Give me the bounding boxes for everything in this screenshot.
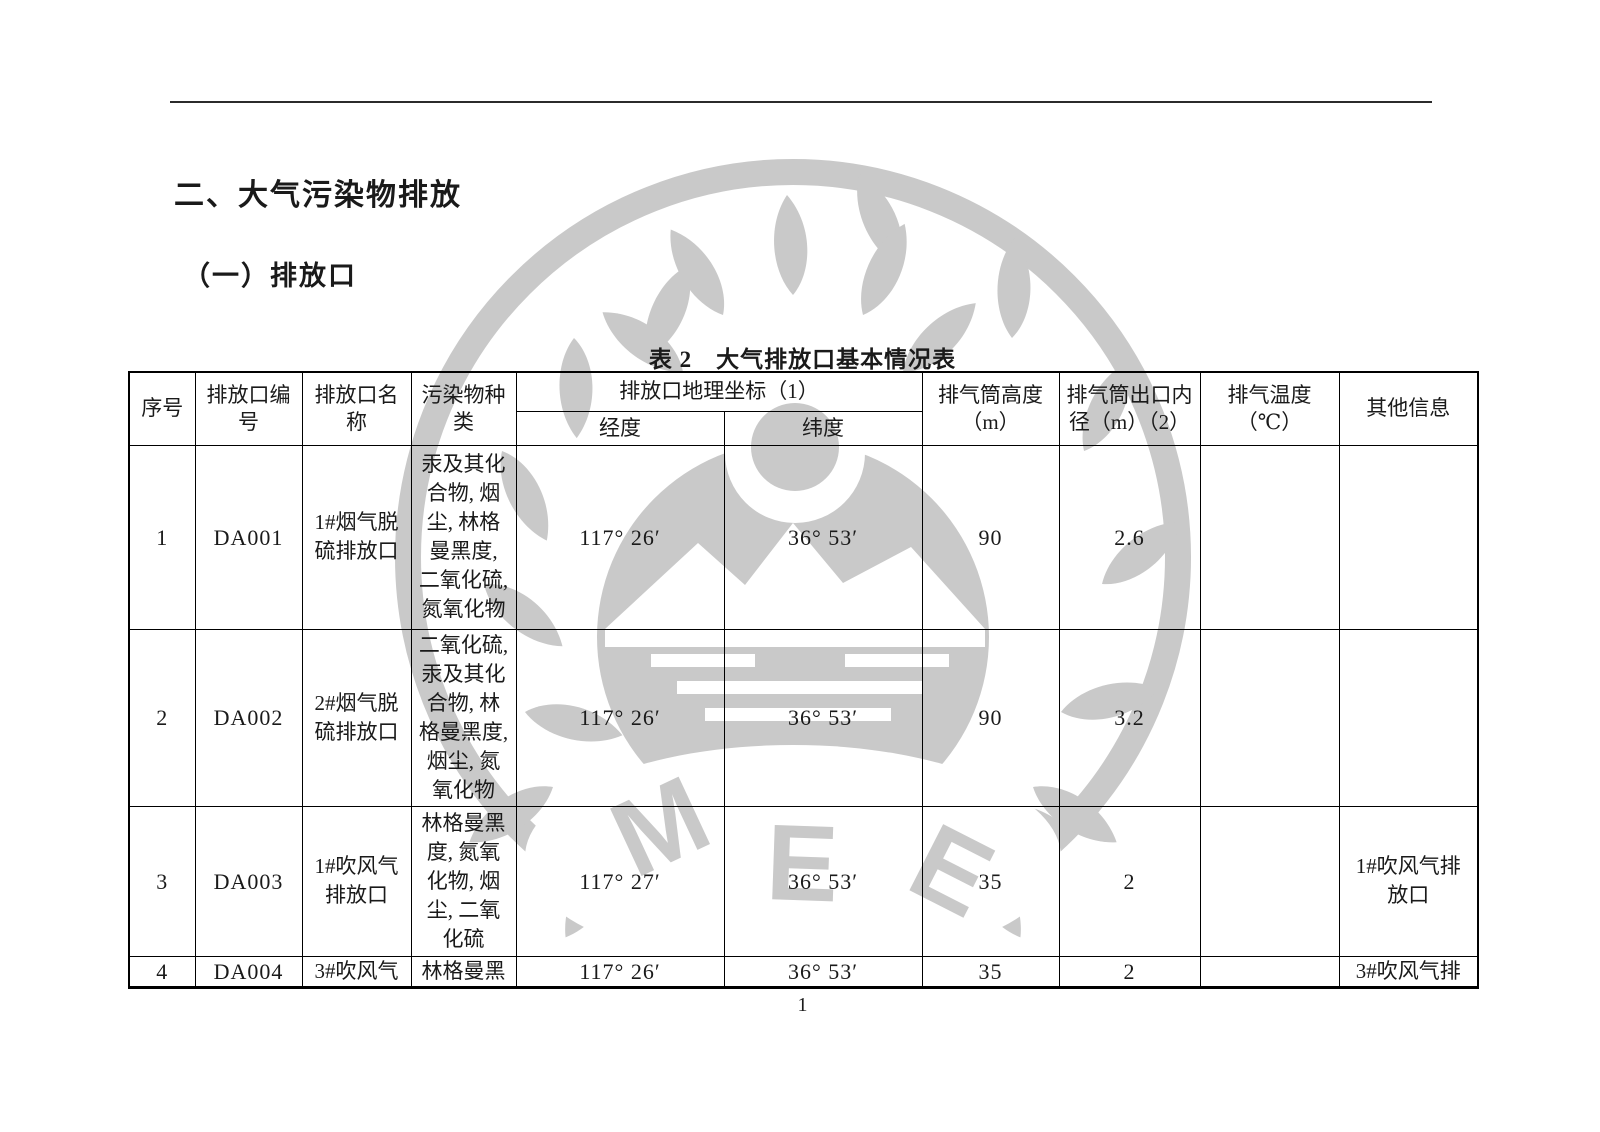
cell-stack-height: 35 [921, 955, 1060, 988]
cell-outlet-name: 2#烟气脱 硫排放口 [301, 628, 412, 807]
cell-latitude: 36° 53′ [723, 444, 923, 630]
cell-outlet-code: DA002 [194, 628, 303, 807]
table-header-row-sub: 经度 纬度 [129, 410, 1478, 446]
cell-exhaust-temp [1199, 955, 1340, 988]
col-header-longitude: 经度 [515, 410, 725, 446]
col-header-stack-diameter: 排气筒出口内 径（m）（2） [1058, 371, 1201, 446]
cell-outlet-name: 1#烟气脱 硫排放口 [301, 444, 412, 630]
cell-other-info: 1#吹风气排 放口 [1338, 805, 1479, 957]
cell-longitude: 117° 26′ [515, 955, 725, 988]
cell-stack-diameter: 2 [1058, 805, 1201, 957]
cell-outlet-code: DA003 [194, 805, 303, 957]
table-row: 1 DA001 1#烟气脱 硫排放口 汞及其化 合物, 烟 尘, 林格 曼黑度,… [128, 444, 1479, 630]
section-heading: 二、大气污染物排放 [174, 179, 462, 212]
table-header-row-top: 序号 排放口编号 排放口名称 污染物种类 排放口地理坐标（1） 排气筒高度 （m… [128, 371, 1479, 446]
cell-longitude: 117° 27′ [515, 805, 725, 957]
cell-seq: 3 [128, 805, 196, 957]
cell-latitude: 36° 53′ [723, 628, 923, 807]
cell-other-info [1338, 628, 1479, 807]
col-header-other-info: 其他信息 [1338, 371, 1479, 446]
cell-other-info: 3#吹风气排 [1338, 955, 1479, 988]
cell-seq: 4 [128, 955, 196, 988]
table-row: 4 DA004 3#吹风气 林格曼黑 117° 26′ 36° 53′ 35 2… [128, 955, 1479, 988]
subsection-heading: （一）排放口 [183, 261, 357, 291]
cell-pollutants: 二氧化硫, 汞及其化 合物, 林 格曼黑度, 烟尘, 氮 氧化物 [410, 628, 517, 807]
cell-pollutants: 林格曼黑 [410, 955, 517, 988]
cell-exhaust-temp [1199, 628, 1340, 807]
cell-stack-height: 90 [921, 444, 1060, 630]
col-header-seq: 序号 [128, 371, 196, 446]
col-header-geo-coords: 排放口地理坐标（1） [515, 371, 923, 412]
cell-stack-diameter: 2.6 [1058, 444, 1201, 630]
cell-latitude: 36° 53′ [723, 955, 923, 988]
page-number: 1 [797, 994, 808, 1016]
cell-pollutants: 汞及其化 合物, 烟 尘, 林格 曼黑度, 二氧化硫, 氮氧化物 [410, 444, 517, 630]
cell-exhaust-temp [1199, 805, 1340, 957]
table-title: 表 2 大气排放口基本情况表 [648, 347, 957, 372]
cell-exhaust-temp [1199, 444, 1340, 630]
cell-seq: 2 [128, 628, 196, 807]
cell-stack-height: 90 [921, 628, 1060, 807]
cell-longitude: 117° 26′ [515, 628, 725, 807]
cell-longitude: 117° 26′ [515, 444, 725, 630]
header-rule [170, 101, 1432, 103]
table-row: 3 DA003 1#吹风气 排放口 林格曼黑 度, 氮氧 化物, 烟 尘, 二氧… [128, 805, 1479, 957]
cell-seq: 1 [128, 444, 196, 630]
col-header-latitude: 纬度 [723, 410, 923, 446]
cell-latitude: 36° 53′ [723, 805, 923, 957]
air-outlet-table: 序号 排放口编号 排放口名称 污染物种类 排放口地理坐标（1） 排气筒高度 （m… [128, 371, 1479, 989]
table-row: 2 DA002 2#烟气脱 硫排放口 二氧化硫, 汞及其化 合物, 林 格曼黑度… [128, 628, 1479, 807]
cell-other-info [1338, 444, 1479, 630]
col-header-outlet-code: 排放口编号 [194, 371, 303, 446]
cell-outlet-code: DA004 [194, 955, 303, 988]
cell-stack-diameter: 3.2 [1058, 628, 1201, 807]
cell-outlet-name: 3#吹风气 [301, 955, 412, 988]
cell-pollutants: 林格曼黑 度, 氮氧 化物, 烟 尘, 二氧 化硫 [410, 805, 517, 957]
cell-outlet-code: DA001 [194, 444, 303, 630]
col-header-outlet-name: 排放口名称 [301, 371, 412, 446]
col-header-pollutant-types: 污染物种类 [410, 371, 517, 446]
cell-stack-diameter: 2 [1058, 955, 1201, 988]
cell-stack-height: 35 [921, 805, 1060, 957]
cell-outlet-name: 1#吹风气 排放口 [301, 805, 412, 957]
col-header-exhaust-temp: 排气温度（℃） [1199, 371, 1340, 446]
col-header-stack-height: 排气筒高度 （m） [921, 371, 1060, 446]
